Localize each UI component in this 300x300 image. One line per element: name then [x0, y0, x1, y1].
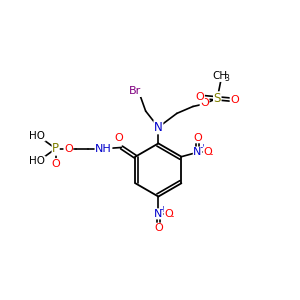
Text: -: - [170, 212, 173, 221]
Text: O: O [154, 223, 163, 233]
Text: +: + [199, 143, 206, 152]
Text: CH: CH [212, 71, 227, 81]
Text: O: O [196, 92, 204, 102]
Text: P: P [52, 142, 59, 155]
Text: +: + [160, 205, 167, 214]
Text: -: - [209, 150, 213, 159]
Text: N: N [154, 209, 163, 219]
Text: O: O [64, 144, 73, 154]
Text: 3: 3 [224, 74, 229, 83]
Text: O: O [51, 159, 60, 169]
Text: O: O [115, 133, 124, 143]
Text: O: O [164, 209, 173, 219]
Text: N: N [154, 121, 163, 134]
Text: O: O [203, 147, 212, 157]
Text: N: N [194, 147, 202, 157]
Text: O: O [193, 133, 202, 143]
Text: HO: HO [29, 131, 45, 141]
Text: NH: NH [95, 144, 112, 154]
Text: Br: Br [129, 86, 141, 96]
Text: O: O [230, 94, 239, 104]
Text: S: S [214, 92, 221, 105]
Text: HO: HO [29, 156, 45, 166]
Text: O: O [200, 98, 209, 108]
